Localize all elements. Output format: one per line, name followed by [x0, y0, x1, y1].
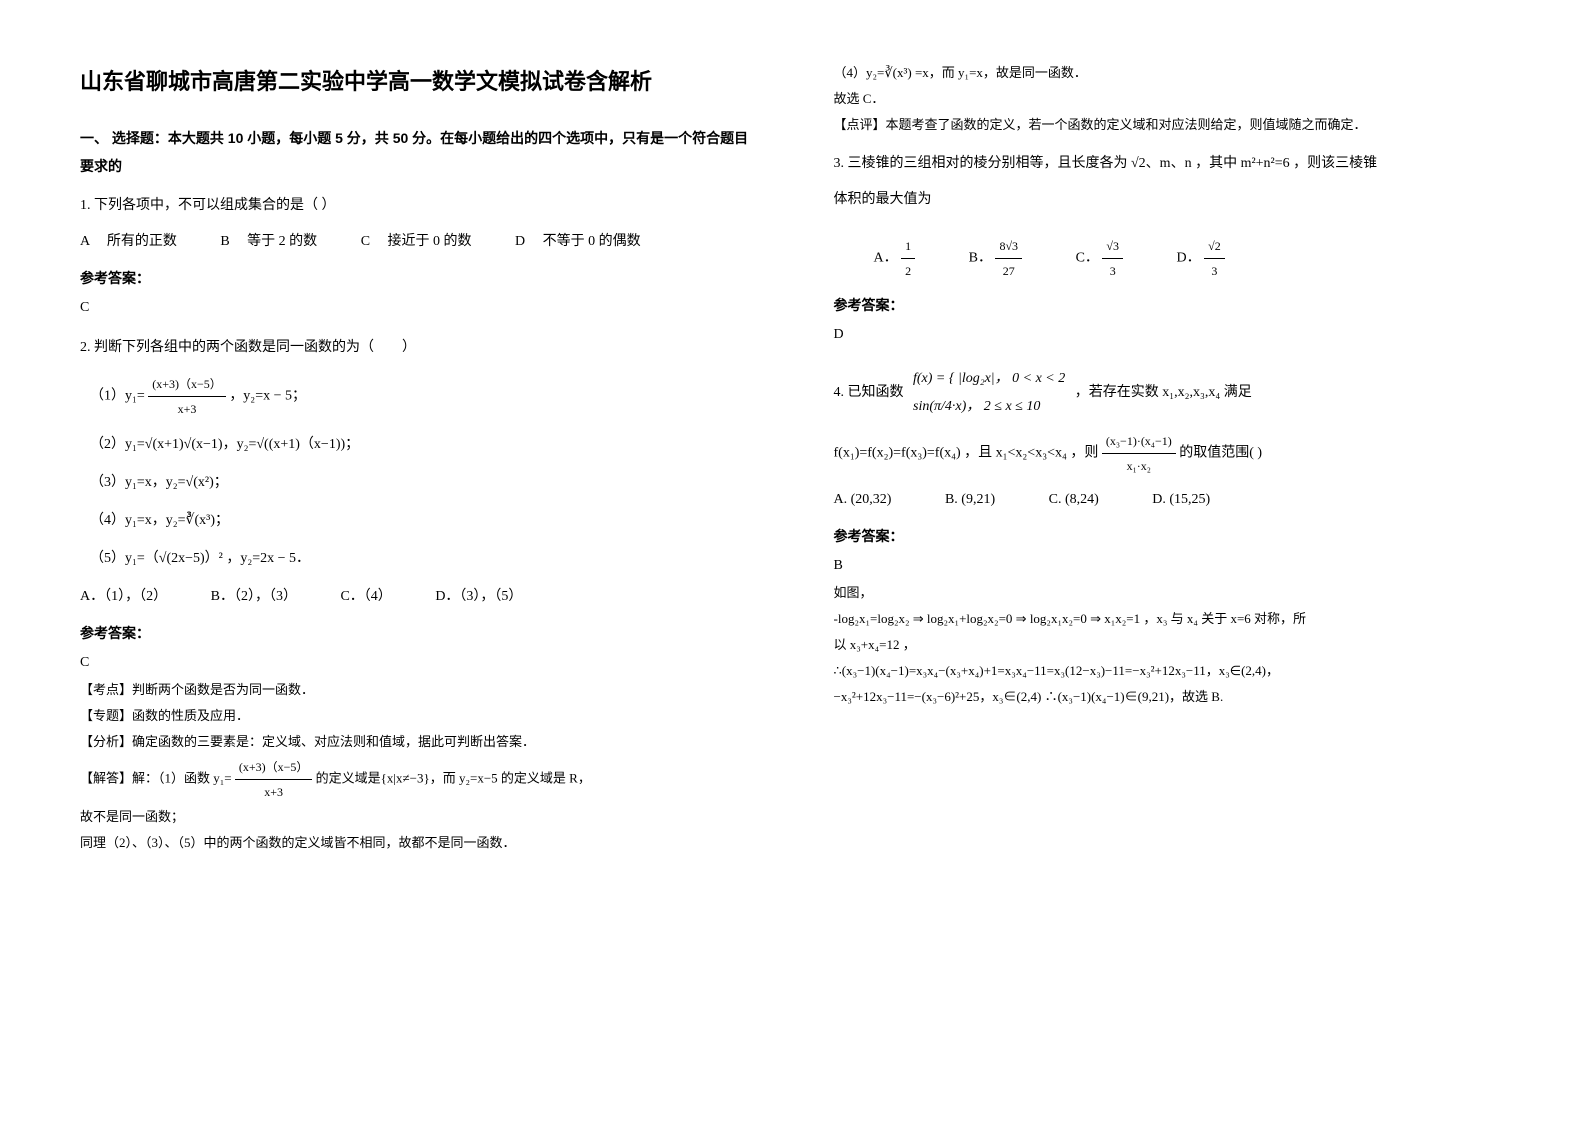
- q3-optA-pre: A．: [874, 251, 898, 266]
- q3-optC-pre: C．: [1076, 251, 1099, 266]
- q3-optB-den: 27: [995, 259, 1022, 283]
- q2-jieda-l3: 同理（2）、（3）、（5）中的两个函数的定义域皆不相同，故都不是同一函数．: [80, 830, 754, 856]
- q2-cont2: 故选 C．: [834, 86, 1508, 112]
- q4-line2-pre: f(x₁)=f(x₂)=f(x₃)=f(x₄) ，且 x₁<x₂<x₃<x₄ ，…: [834, 446, 1102, 461]
- q2-optD: D．（3），（5）: [435, 583, 522, 611]
- q1-optC: C 接近于 0 的数: [361, 228, 472, 256]
- q2-options: A．（1），（2） B．（2），（3） C．（4） D．（3），（5）: [80, 583, 754, 611]
- q3-stem: 3. 三棱锥的三组相对的棱分别相等，且长度各为 √2、m、n ，其中 m²+n²…: [834, 150, 1508, 178]
- q2-item5-post: ，y₂=2x − 5．: [226, 551, 310, 566]
- q2-jieda-den: x+3: [235, 780, 313, 804]
- q3-options: A． 12 B． 8√327 C． √33 D． √23: [874, 234, 1508, 283]
- q1-optB: B 等于 2 的数: [220, 228, 317, 256]
- q4-options: A. (20,32) B. (9,21) C. (8,24) D. (15,25…: [834, 486, 1508, 514]
- q3-optD-num: √2: [1204, 234, 1225, 259]
- q4-line2: f(x₁)=f(x₂)=f(x₃)=f(x₄) ，且 x₁<x₂<x₃<x₄ ，…: [834, 429, 1508, 478]
- q2-cont1-pre: （4）y₂=∛(x³): [834, 65, 912, 80]
- q4-line2-frac: (x₃−1)·(x₄−1) x₁·x₂: [1102, 429, 1176, 478]
- q3-stem-pre: 3. 三棱锥的三组相对的棱分别相等，且长度各为 √2、m、n ，其中 m²+n²…: [834, 156, 1378, 171]
- q4-stem-post: ，若存在实数 x₁,x₂,x₃,x₄ 满足: [1075, 385, 1252, 400]
- q2-item2: （2）y₁=√(x+1)√(x−1)，y₂=√((x+1)（x−1))；: [90, 431, 754, 459]
- doc-title: 山东省聊城市高唐第二实验中学高一数学文模拟试卷含解析: [80, 60, 754, 104]
- q3-optC-num: √3: [1102, 234, 1123, 259]
- q2-jieda-num: (x+3)（x−5）: [235, 755, 313, 780]
- q2-item1: （1）y₁= (x+3)（x−5） x+3 ，y₂=x − 5；: [90, 372, 754, 421]
- q4-frac-num: (x₃−1)·(x₄−1): [1102, 429, 1176, 454]
- q4-optD: D. (15,25): [1152, 486, 1210, 514]
- q2-answer-label: 参考答案：: [80, 621, 754, 649]
- left-column: 山东省聊城市高唐第二实验中学高一数学文模拟试卷含解析 一、 选择题：本大题共 1…: [80, 60, 754, 856]
- q4-stem: 4. 已知函数 f(x) = { |log₂x|， 0 < x < 2 sin(…: [834, 365, 1508, 421]
- q2-item4: （4）y₁=x，y₂=∛(x³)；: [90, 507, 754, 535]
- q2-item5: （5）y₁=（√(2x−5)）² ，y₂=2x − 5．: [90, 545, 754, 573]
- q1-answer: C: [80, 294, 754, 322]
- q4-optC: C. (8,24): [1049, 486, 1099, 514]
- q3-stem-post: 体积的最大值为: [834, 186, 1508, 214]
- q4-sol5: −x₃²+12x₃−11=−(x₃−6)²+25，x₃∈(2,4) ∴(x₃−1…: [834, 684, 1508, 710]
- q2-optC: C．（4）: [340, 583, 391, 611]
- q2-jieda-l2: 故不是同一函数；: [80, 804, 754, 830]
- q2-jieda-post: 的定义域是{x|x≠−3}，而 y₂=x−5 的定义域是 R，: [316, 770, 591, 785]
- q1-answer-label: 参考答案：: [80, 266, 754, 294]
- q2-stem: 2. 判断下列各组中的两个函数是同一函数的为（ ）: [80, 334, 754, 362]
- q2-dianping: 【点评】本题考查了函数的定义，若一个函数的定义域和对应法则给定，则值域随之而确定…: [834, 112, 1508, 138]
- q2-item1-den: x+3: [148, 397, 226, 421]
- q2-answer: C: [80, 649, 754, 677]
- q1-optA: A 所有的正数: [80, 228, 177, 256]
- q4-line2-post: 的取值范围( ): [1179, 446, 1262, 461]
- q4-stem-pre: 4. 已知函数: [834, 385, 904, 400]
- q2-zhuanti: 【专题】函数的性质及应用．: [80, 703, 754, 729]
- q4-optA: A. (20,32): [834, 486, 892, 514]
- q2-optB: B．（2），（3）: [211, 583, 297, 611]
- q3-optC: C． √33: [1076, 234, 1123, 283]
- q4-piece-l1: f(x) = { |log₂x|， 0 < x < 2: [913, 365, 1065, 393]
- q2-jieda: 【解答】解：（1）函数 y₁= (x+3)（x−5） x+3 的定义域是{x|x…: [80, 755, 754, 804]
- q2-item3: （3）y₁=x，y₂=√(x²)；: [90, 469, 754, 497]
- q2-jieda-frac: (x+3)（x−5） x+3: [235, 755, 313, 804]
- q2-item1-pre: （1）y₁=: [90, 389, 145, 404]
- q4-answer-label: 参考答案：: [834, 524, 1508, 552]
- q3-optB: B． 8√327: [969, 234, 1022, 283]
- q1-stem: 1. 下列各项中，不可以组成集合的是（ ）: [80, 192, 754, 220]
- q4-sol3: 以 x₃+x₄=12 ，: [834, 632, 1508, 658]
- q1-optD: D 不等于 0 的偶数: [515, 228, 641, 256]
- q2-cont1-post: =x，而 y₁=x，故是同一函数．: [915, 65, 1087, 80]
- q3-answer: D: [834, 321, 1508, 349]
- q3-optD: D． √23: [1177, 234, 1225, 283]
- q3-optA: A． 12: [874, 234, 916, 283]
- q2-fenxi: 【分析】确定函数的三要素是：定义域、对应法则和值域，据此可判断出答案．: [80, 729, 754, 755]
- q2-cont1: （4）y₂=∛(x³) =x，而 y₁=x，故是同一函数．: [834, 60, 1508, 86]
- q3-optB-pre: B．: [969, 251, 992, 266]
- q4-sol2: -log₂x₁=log₂x₂ ⇒ log₂x₁+log₂x₂=0 ⇒ log₂x…: [834, 606, 1508, 632]
- q2-item1-frac: (x+3)（x−5） x+3: [148, 372, 226, 421]
- q4-answer: B: [834, 552, 1508, 580]
- q4-sol1: 如图，: [834, 580, 1508, 606]
- q2-item1-post: ，y₂=x − 5；: [229, 389, 306, 404]
- q2-item1-num: (x+3)（x−5）: [148, 372, 226, 397]
- q4-optB: B. (9,21): [945, 486, 995, 514]
- right-column: （4）y₂=∛(x³) =x，而 y₁=x，故是同一函数． 故选 C． 【点评】…: [834, 60, 1508, 856]
- q2-item5-pre: （5）y₁=（√(2x−5)）²: [90, 551, 223, 566]
- q3-optB-num: 8√3: [995, 234, 1022, 259]
- section-header: 一、 选择题：本大题共 10 小题，每小题 5 分，共 50 分。在每小题给出的…: [80, 124, 754, 180]
- q4-sol4: ∴(x₃−1)(x₄−1)=x₃x₄−(x₃+x₄)+1=x₃x₄−11=x₃(…: [834, 658, 1508, 684]
- q3-optD-pre: D．: [1177, 251, 1201, 266]
- q3-optA-num: 1: [901, 234, 915, 259]
- q4-frac-den: x₁·x₂: [1102, 454, 1176, 478]
- q2-jieda-pre: 【解答】解：（1）函数 y₁=: [80, 770, 232, 785]
- q3-optA-den: 2: [901, 259, 915, 283]
- q3-answer-label: 参考答案：: [834, 293, 1508, 321]
- q2-kaodian: 【考点】判断两个函数是否为同一函数．: [80, 677, 754, 703]
- q3-optC-den: 3: [1102, 259, 1123, 283]
- q3-optD-den: 3: [1204, 259, 1225, 283]
- q1-options: A 所有的正数 B 等于 2 的数 C 接近于 0 的数 D 不等于 0 的偶数: [80, 228, 754, 256]
- q2-optA: A．（1），（2）: [80, 583, 167, 611]
- q4-piece-l2: sin(π/4·x)， 2 ≤ x ≤ 10: [913, 393, 1065, 421]
